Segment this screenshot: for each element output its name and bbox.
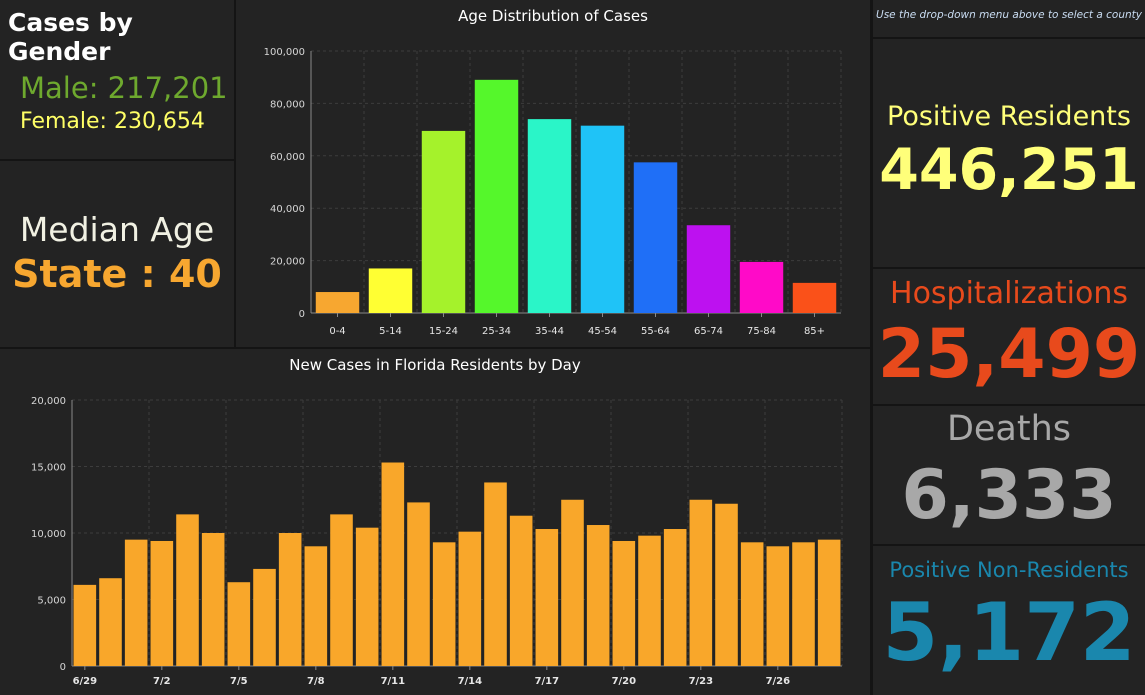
y-tick-label: 60,000 <box>270 152 305 163</box>
non-residents-label: Positive Non-Residents <box>889 558 1129 582</box>
x-tick-label: 85+ <box>804 326 825 337</box>
county-hint: Use the drop-down menu above to select a… <box>876 9 1142 21</box>
x-tick-label: 35-44 <box>535 326 564 337</box>
bar <box>633 162 678 313</box>
bar <box>527 119 572 314</box>
bar <box>474 79 519 313</box>
x-tick-label: 7/17 <box>535 676 560 687</box>
male-count: Male: 217,201 <box>20 71 228 105</box>
bar <box>817 539 841 666</box>
bar <box>766 546 790 666</box>
county-hint-panel: Use the drop-down menu above to select a… <box>873 0 1145 37</box>
bar <box>368 268 413 313</box>
bar <box>586 525 610 666</box>
bar <box>73 584 97 666</box>
bar <box>580 125 625 313</box>
y-tick-label: 20,000 <box>31 396 66 407</box>
bar <box>612 540 636 666</box>
bar <box>638 535 661 666</box>
bar <box>689 499 713 666</box>
gender-title: Cases by Gender <box>8 8 133 66</box>
non-residents-value: 5,172 <box>882 586 1136 679</box>
y-tick-label: 0 <box>299 309 305 320</box>
y-tick-label: 10,000 <box>31 529 66 540</box>
x-tick-label: 7/8 <box>307 676 325 687</box>
bar <box>150 540 174 666</box>
daily-chart-panel: New Cases in Florida Residents by Day 0 5… <box>0 349 870 695</box>
y-tick-label: 15,000 <box>31 463 66 474</box>
bar <box>201 533 225 666</box>
positive-residents-label: Positive Residents <box>887 101 1131 132</box>
daily-cases-chart: 0 5,000 10,000 15,000 20,000 6/29 7/2 7/5 7/8 7/1… <box>31 396 843 687</box>
bar <box>315 292 360 313</box>
x-tick-label: 75-84 <box>747 326 776 337</box>
y-tick-label: 100,000 <box>264 47 305 58</box>
x-tick-label: 0-4 <box>329 326 345 337</box>
bar <box>355 527 379 666</box>
x-tick-label: 7/11 <box>381 676 406 687</box>
deaths-label: Deaths <box>946 409 1072 449</box>
bar <box>278 533 302 666</box>
bar <box>686 225 731 313</box>
deaths-panel: Deaths 6,333 <box>873 406 1145 544</box>
gender-panel: Cases by Gender Male: 217,201 Female: 23… <box>0 0 234 159</box>
hospitalizations-panel: Hospitalizations 25,499 <box>873 269 1145 404</box>
x-tick-label: 7/2 <box>153 676 171 687</box>
median-age-state: State : 40 <box>12 252 222 296</box>
x-tick-label: 55-64 <box>641 326 670 337</box>
y-tick-label: 80,000 <box>270 99 305 110</box>
x-tick-label: 7/14 <box>458 676 483 687</box>
bar <box>421 130 466 313</box>
age-distribution-chart: 0 20,000 40,000 60,000 80,000 100,000 0-4 5-14 1… <box>264 47 842 337</box>
x-tick-label: 25-34 <box>482 326 511 337</box>
bar <box>535 529 559 666</box>
median-age-title: Median Age <box>19 210 215 249</box>
bar <box>227 582 251 666</box>
bar <box>484 482 507 666</box>
x-tick-label: 6/29 <box>73 676 98 687</box>
bar <box>381 462 405 666</box>
bar <box>124 539 148 666</box>
female-count: Female: 230,654 <box>20 109 205 134</box>
daily-chart-title: New Cases in Florida Residents by Day <box>289 356 581 374</box>
x-tick-label: 15-24 <box>429 326 458 337</box>
bar <box>663 529 687 666</box>
age-chart-title: Age Distribution of Cases <box>458 7 648 25</box>
bar <box>715 503 738 666</box>
bar <box>740 542 764 666</box>
bar <box>253 568 276 666</box>
deaths-value: 6,333 <box>901 456 1117 535</box>
x-tick-label: 7/5 <box>230 676 248 687</box>
bar <box>176 514 199 666</box>
positive-residents-panel: Positive Residents 446,251 <box>873 39 1145 267</box>
x-tick-label: 7/23 <box>689 676 714 687</box>
hospitalizations-label: Hospitalizations <box>890 276 1128 311</box>
bar <box>509 515 533 666</box>
bar <box>432 542 456 666</box>
bar <box>458 531 482 666</box>
y-tick-label: 5,000 <box>37 596 66 607</box>
non-residents-panel: Positive Non-Residents 5,172 <box>873 546 1145 695</box>
y-tick-label: 40,000 <box>270 204 305 215</box>
positive-residents-value: 446,251 <box>879 137 1139 203</box>
bar <box>304 546 328 666</box>
x-tick-label: 65-74 <box>694 326 723 337</box>
bar <box>330 514 353 666</box>
bar <box>99 578 122 666</box>
y-tick-label: 0 <box>60 662 66 673</box>
median-age-panel: Median Age State : 40 <box>0 161 234 347</box>
bar <box>792 542 815 666</box>
x-tick-label: 45-54 <box>588 326 617 337</box>
bar <box>739 261 784 313</box>
hospitalizations-value: 25,499 <box>877 315 1141 394</box>
y-tick-label: 20,000 <box>270 257 305 268</box>
age-chart-panel: Age Distribution of Cases 0 20,000 40,000 6… <box>236 0 870 347</box>
x-tick-label: 5-14 <box>379 326 402 337</box>
bar <box>407 502 430 666</box>
bar <box>792 282 837 313</box>
bar <box>561 499 584 666</box>
x-tick-label: 7/20 <box>612 676 637 687</box>
x-tick-label: 7/26 <box>766 676 791 687</box>
